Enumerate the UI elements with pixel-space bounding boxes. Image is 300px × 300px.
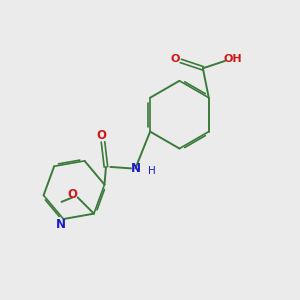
Text: O: O [171, 55, 180, 64]
Text: N: N [56, 218, 66, 231]
Text: OH: OH [223, 55, 242, 64]
Text: N: N [130, 162, 140, 175]
Text: O: O [97, 129, 106, 142]
Text: O: O [68, 188, 77, 201]
Text: H: H [148, 166, 155, 176]
